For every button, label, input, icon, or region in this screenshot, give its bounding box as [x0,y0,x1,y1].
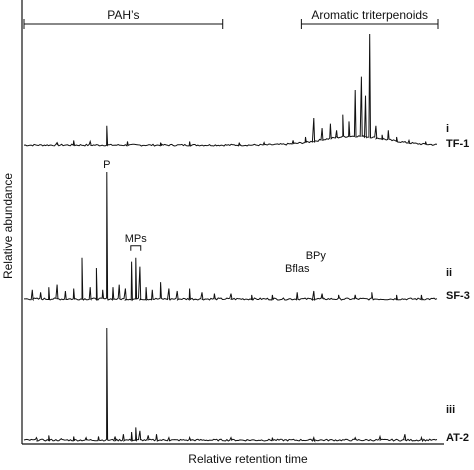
panel-at-2-numeral: iii [446,404,455,416]
annotation-mps: MPs [125,233,148,245]
panel-sf-3-name: SF-3 [446,290,470,302]
panel-tf-1-numeral: i [446,123,449,135]
y-axis-title: Relative abundance [1,173,15,279]
annotation-p: P [103,159,110,171]
panel-at-2: iii AT-2 [23,327,469,444]
panel-at-2-name: AT-2 [446,432,469,444]
bracket-triterpenoids-line [300,19,439,29]
bracket-pahs-label: PAH’s [107,8,139,22]
bracket-triterpenoids-label: Aromatic triterpenoids [311,8,428,22]
annotation-bflas: Bflas [285,263,310,275]
bracket-pahs-line [23,19,224,29]
panel-tf-1: i TF-1 [23,33,469,150]
trace-sf-3 [24,171,438,302]
panel-sf-3-numeral: ii [446,267,452,279]
x-axis-title: Relative retention time [188,452,308,466]
panel-tf-1-name: TF-1 [446,138,469,150]
annotation-bpy: BPy [306,250,327,262]
bracket-pahs: PAH’s [23,8,224,29]
trace-tf-1 [23,33,438,147]
bracket-aromatic-triterpenoids: Aromatic triterpenoids [300,8,439,29]
panel-sf-3: ii SF-3 P MPs Bflas BPy [24,159,470,302]
annotation-mps-bracket [130,245,142,251]
trace-at-2 [23,327,438,443]
